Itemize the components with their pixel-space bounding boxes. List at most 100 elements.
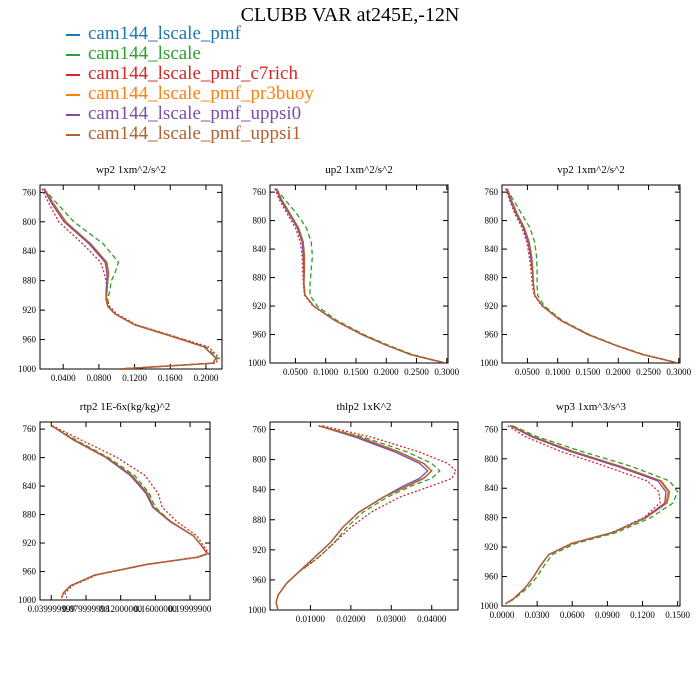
y-tick-label: 960 bbox=[23, 335, 37, 345]
plot-frame bbox=[269, 421, 459, 611]
legend-label: cam144_lscale_pmf_pr3buoy bbox=[88, 83, 314, 104]
x-tick-label: 0.1500 bbox=[576, 367, 601, 377]
series-line-cam144_lscale bbox=[505, 425, 679, 605]
y-tick-label: 1000 bbox=[248, 358, 267, 368]
panel-title: wp2 1xm^2/s^2 bbox=[96, 164, 166, 176]
x-tick-label: 0.039999999 bbox=[28, 604, 76, 614]
series-line-cam144_lscale_pmf_pr3buoy bbox=[50, 425, 209, 599]
panel-3: rtp2 1E-6x(kg/kg)^2 760 800 840 880 920 960 100… bbox=[18, 401, 212, 614]
y-tick-label: 920 bbox=[253, 545, 267, 555]
legend-item: cam144_lscale_pmf_c7rich bbox=[66, 64, 314, 84]
y-tick-label: 800 bbox=[253, 455, 267, 465]
page-title: CLUBB VAR at245E,-12N bbox=[240, 4, 460, 26]
y-tick-label: 960 bbox=[253, 575, 267, 585]
series-line-cam144_lscale_pmf_pr3buoy bbox=[275, 425, 433, 610]
legend-swatch bbox=[66, 133, 80, 136]
y-tick-label: 1000 bbox=[18, 595, 37, 605]
y-tick-label: 760 bbox=[23, 424, 37, 434]
plot-frame bbox=[501, 421, 681, 607]
panel-title: thlp2 1xK^2 bbox=[337, 401, 392, 413]
y-tick-label: 880 bbox=[23, 510, 37, 520]
x-tick-label: 0.16000000 bbox=[134, 604, 177, 614]
legend-swatch bbox=[66, 73, 80, 76]
series-line-cam144_lscale_pmf bbox=[50, 425, 209, 599]
plot-frame bbox=[39, 421, 211, 601]
x-tick-label: 0.0800 bbox=[87, 373, 112, 383]
x-tick-label: 0.2000 bbox=[194, 373, 219, 383]
y-tick-label: 760 bbox=[253, 425, 267, 435]
x-tick-label: 0.2500 bbox=[404, 367, 429, 377]
series-line-cam144_lscale_pmf_c7rich bbox=[504, 188, 678, 363]
legend-item: cam144_lscale bbox=[66, 44, 314, 64]
legend-label: cam144_lscale_pmf bbox=[88, 23, 242, 44]
legend-label: cam144_lscale_pmf_uppsi1 bbox=[88, 123, 302, 144]
legend-swatch bbox=[66, 53, 80, 56]
x-tick-label: 0.1200 bbox=[122, 373, 147, 383]
y-tick-label: 920 bbox=[485, 301, 499, 311]
legend-label: cam144_lscale_pmf_uppsi0 bbox=[88, 103, 302, 124]
x-tick-label: 0.2500 bbox=[636, 367, 661, 377]
legend-label: cam144_lscale bbox=[88, 43, 201, 64]
x-tick-label: 0.04000 bbox=[417, 614, 447, 624]
x-tick-label: 0.0000 bbox=[490, 610, 515, 620]
y-tick-label: 960 bbox=[485, 330, 499, 340]
x-tick-label: 0.2000 bbox=[374, 367, 399, 377]
y-tick-label: 840 bbox=[485, 244, 499, 254]
x-tick-label: 0.1500 bbox=[665, 610, 690, 620]
y-tick-label: 1000 bbox=[18, 364, 37, 374]
panel-1: up2 1xm^2/s^2 760 800 840 880 920 960 1000 0.050… bbox=[248, 164, 460, 377]
y-tick-label: 920 bbox=[485, 542, 499, 552]
x-tick-label: 0.1500 bbox=[344, 367, 369, 377]
x-tick-label: 0.3000 bbox=[434, 367, 459, 377]
x-tick-label: 0.0500 bbox=[283, 367, 308, 377]
panel-title: rtp2 1E-6x(kg/kg)^2 bbox=[80, 401, 170, 413]
series-line-cam144_lscale_pmf_uppsi1 bbox=[50, 425, 209, 599]
series-line-cam144_lscale_pmf_uppsi1 bbox=[275, 425, 433, 610]
series-line-cam144_lscale_pmf bbox=[275, 425, 433, 610]
x-tick-label: 0.0600 bbox=[560, 610, 585, 620]
x-tick-label: 0.01000 bbox=[296, 614, 326, 624]
y-tick-label: 760 bbox=[253, 187, 267, 197]
y-tick-label: 1000 bbox=[480, 601, 499, 611]
x-tick-label: 0.03000 bbox=[377, 614, 407, 624]
legend-swatch bbox=[66, 33, 80, 36]
x-tick-label: 0.19999900 bbox=[169, 604, 212, 614]
series-line-cam144_lscale_pmf_c7rich bbox=[274, 188, 446, 363]
panel-title: vp2 1xm^2/s^2 bbox=[557, 164, 624, 176]
y-tick-label: 840 bbox=[485, 483, 499, 493]
x-tick-label: 0.3000 bbox=[666, 367, 691, 377]
legend-swatch bbox=[66, 93, 80, 96]
series-line-cam144_lscale_pmf_uppsi1 bbox=[43, 188, 217, 369]
x-tick-label: 0.1200 bbox=[630, 610, 655, 620]
plot-frame bbox=[501, 184, 681, 364]
y-tick-label: 800 bbox=[23, 217, 37, 227]
plot-frame bbox=[39, 184, 223, 370]
series-line-cam144_lscale_pmf_uppsi0 bbox=[505, 425, 667, 605]
x-tick-label: 0.0300 bbox=[525, 610, 550, 620]
y-tick-label: 960 bbox=[485, 572, 499, 582]
series-line-cam144_lscale bbox=[43, 188, 219, 369]
y-tick-label: 960 bbox=[23, 567, 37, 577]
panel-title: wp3 1xm^3/s^3 bbox=[556, 401, 626, 413]
y-tick-label: 1000 bbox=[248, 605, 267, 615]
x-tick-label: 0.1600 bbox=[158, 373, 183, 383]
series-line-cam144_lscale_pmf_uppsi1 bbox=[506, 188, 678, 363]
series-line-cam144_lscale_pmf_c7rich bbox=[41, 188, 221, 369]
y-tick-label: 840 bbox=[253, 244, 267, 254]
series-line-cam144_lscale bbox=[506, 188, 678, 363]
y-tick-label: 960 bbox=[253, 330, 267, 340]
y-tick-label: 760 bbox=[485, 424, 499, 434]
y-tick-label: 880 bbox=[253, 515, 267, 525]
y-tick-label: 760 bbox=[23, 187, 37, 197]
x-tick-label: 0.1000 bbox=[313, 367, 338, 377]
panel-4: thlp2 1xK^2 760 800 840 880 920 960 1000 0.01000… bbox=[248, 401, 459, 624]
x-tick-label: 0.02000 bbox=[336, 614, 366, 624]
series-line-cam144_lscale_pmf_uppsi0 bbox=[50, 425, 209, 599]
y-tick-label: 840 bbox=[23, 246, 37, 256]
x-tick-label: 0.0400 bbox=[51, 373, 76, 383]
y-tick-label: 920 bbox=[23, 305, 37, 315]
legend-item: cam144_lscale_pmf bbox=[66, 24, 314, 44]
y-tick-label: 800 bbox=[485, 216, 499, 226]
y-tick-label: 880 bbox=[485, 513, 499, 523]
